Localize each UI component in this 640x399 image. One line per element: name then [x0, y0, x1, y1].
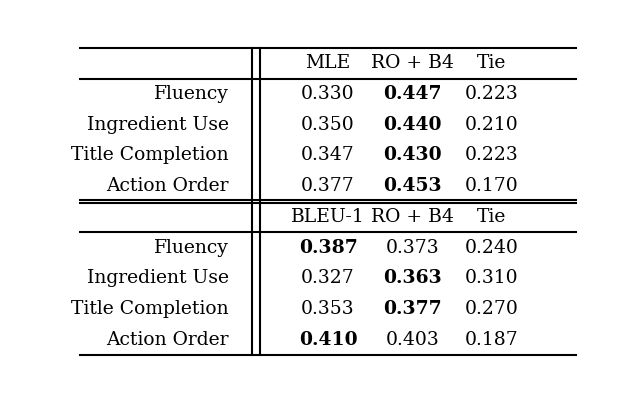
Text: Title Completion: Title Completion	[71, 300, 229, 318]
Text: 0.210: 0.210	[465, 116, 518, 134]
Text: RO + B4: RO + B4	[371, 54, 454, 72]
Text: 0.270: 0.270	[465, 300, 518, 318]
Text: Fluency: Fluency	[154, 239, 229, 257]
Text: 0.327: 0.327	[301, 269, 355, 287]
Text: 0.387: 0.387	[299, 239, 357, 257]
Text: Action Order: Action Order	[106, 177, 229, 195]
Text: Tie: Tie	[477, 54, 506, 72]
Text: 0.330: 0.330	[301, 85, 355, 103]
Text: 0.373: 0.373	[385, 239, 439, 257]
Text: Ingredient Use: Ingredient Use	[87, 269, 229, 287]
Text: 0.447: 0.447	[383, 85, 442, 103]
Text: 0.350: 0.350	[301, 116, 355, 134]
Text: 0.353: 0.353	[301, 300, 355, 318]
Text: 0.170: 0.170	[465, 177, 518, 195]
Text: 0.430: 0.430	[383, 146, 442, 164]
Text: 0.410: 0.410	[299, 331, 357, 349]
Text: 0.223: 0.223	[465, 146, 518, 164]
Text: 0.453: 0.453	[383, 177, 442, 195]
Text: Action Order: Action Order	[106, 331, 229, 349]
Text: 0.347: 0.347	[301, 146, 355, 164]
Text: 0.240: 0.240	[465, 239, 518, 257]
Text: Fluency: Fluency	[154, 85, 229, 103]
Text: RO + B4: RO + B4	[371, 208, 454, 226]
Text: 0.187: 0.187	[465, 331, 518, 349]
Text: 0.363: 0.363	[383, 269, 442, 287]
Text: BLEU-1: BLEU-1	[291, 208, 365, 226]
Text: 0.440: 0.440	[383, 116, 442, 134]
Text: 0.377: 0.377	[383, 300, 442, 318]
Text: Title Completion: Title Completion	[71, 146, 229, 164]
Text: 0.223: 0.223	[465, 85, 518, 103]
Text: Tie: Tie	[477, 208, 506, 226]
Text: 0.403: 0.403	[385, 331, 439, 349]
Text: Ingredient Use: Ingredient Use	[87, 116, 229, 134]
Text: 0.377: 0.377	[301, 177, 355, 195]
Text: 0.310: 0.310	[465, 269, 518, 287]
Text: MLE: MLE	[305, 54, 351, 72]
